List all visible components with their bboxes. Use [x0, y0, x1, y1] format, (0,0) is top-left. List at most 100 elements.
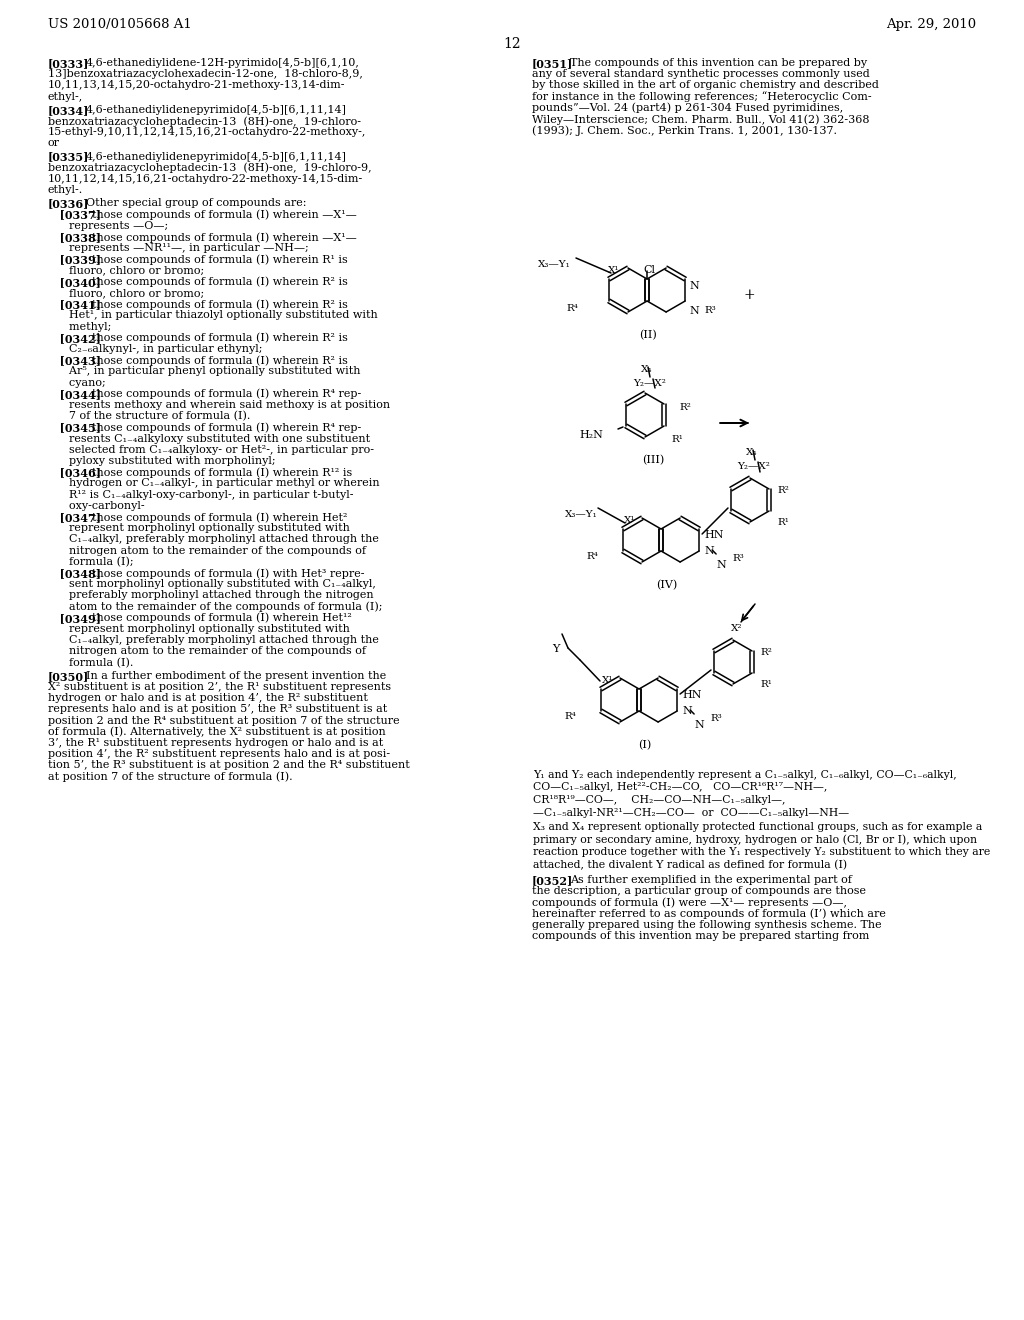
Text: selected from C₁₋₄alkyloxy- or Het²-, in particular pro-: selected from C₁₋₄alkyloxy- or Het²-, in… [48, 445, 374, 455]
Text: N: N [694, 719, 703, 730]
Text: benzoxatriazacycloheptadecin-13  (8H)-one,  19-chloro-: benzoxatriazacycloheptadecin-13 (8H)-one… [48, 116, 361, 127]
Text: Het¹, in particular thiazolyl optionally substituted with: Het¹, in particular thiazolyl optionally… [48, 310, 378, 321]
Text: (III): (III) [642, 455, 665, 466]
Text: 10,11,13,14,15,20-octahydro-21-methoxy-13,14-dim-: 10,11,13,14,15,20-octahydro-21-methoxy-1… [48, 81, 345, 90]
Text: or: or [48, 139, 60, 148]
Text: [0341]: [0341] [48, 300, 101, 310]
Text: preferably morpholinyl attached through the nitrogen: preferably morpholinyl attached through … [48, 590, 374, 601]
Text: attached, the divalent Y radical as defined for formula (I): attached, the divalent Y radical as defi… [534, 859, 847, 870]
Text: generally prepared using the following synthesis scheme. The: generally prepared using the following s… [532, 920, 882, 929]
Text: those compounds of formula (I) wherein —X¹—: those compounds of formula (I) wherein —… [92, 232, 356, 243]
Text: CO—C₁₋₅alkyl, Het²²-CH₂—CO,   CO—CR¹⁶R¹⁷—NH—,: CO—C₁₋₅alkyl, Het²²-CH₂—CO, CO—CR¹⁶R¹⁷—N… [534, 783, 827, 792]
Text: sent morpholinyl optionally substituted with C₁₋₄alkyl,: sent morpholinyl optionally substituted … [48, 579, 376, 589]
Text: the description, a particular group of compounds are those: the description, a particular group of c… [532, 886, 866, 896]
Text: Other special group of compounds are:: Other special group of compounds are: [86, 198, 306, 209]
Text: 4,6-ethanediylidenepyrimido[4,5-b][6,1,11,14]: 4,6-ethanediylidenepyrimido[4,5-b][6,1,1… [86, 152, 347, 161]
Text: of formula (I). Alternatively, the X² substituent is at position: of formula (I). Alternatively, the X² su… [48, 727, 386, 738]
Text: reaction produce together with the Y₁ respectively Y₂ substituent to which they : reaction produce together with the Y₁ re… [534, 847, 990, 857]
Text: X²: X² [731, 624, 742, 634]
Text: those compounds of formula (I) wherein R² is: those compounds of formula (I) wherein R… [92, 277, 348, 288]
Text: (II): (II) [639, 330, 656, 341]
Text: oxy-carbonyl-: oxy-carbonyl- [48, 500, 144, 511]
Text: X₄: X₄ [641, 366, 652, 374]
Text: 4,6-ethanediylidenepyrimido[4,5-b][6,1,11,14]: 4,6-ethanediylidenepyrimido[4,5-b][6,1,1… [86, 104, 347, 115]
Text: hydrogen or halo and is at position 4’, the R² substituent: hydrogen or halo and is at position 4’, … [48, 693, 368, 704]
Text: tion 5’, the R³ substituent is at position 2 and the R⁴ substituent: tion 5’, the R³ substituent is at positi… [48, 760, 410, 771]
Text: HN: HN [705, 531, 724, 540]
Text: R²: R² [760, 648, 772, 657]
Text: those compounds of formula (I) wherein Het²: those compounds of formula (I) wherein H… [92, 512, 347, 523]
Text: H₂N: H₂N [580, 430, 603, 440]
Text: 12: 12 [503, 37, 521, 51]
Text: cyano;: cyano; [48, 378, 105, 388]
Text: atom to the remainder of the compounds of formula (I);: atom to the remainder of the compounds o… [48, 602, 383, 612]
Text: ethyl-,: ethyl-, [48, 91, 83, 102]
Text: 4,6-ethanediylidene-12H-pyrimido[4,5-b][6,1,10,: 4,6-ethanediylidene-12H-pyrimido[4,5-b][… [86, 58, 359, 69]
Text: hereinafter referred to as compounds of formula (I’) which are: hereinafter referred to as compounds of … [532, 908, 886, 919]
Text: hydrogen or C₁₋₄alkyl-, in particular methyl or wherein: hydrogen or C₁₋₄alkyl-, in particular me… [48, 478, 380, 488]
Text: (1993); J. Chem. Soc., Perkin Trans. 1, 2001, 130-137.: (1993); J. Chem. Soc., Perkin Trans. 1, … [532, 125, 837, 136]
Text: X¹: X¹ [602, 676, 613, 685]
Text: (I): (I) [638, 741, 651, 750]
Text: [0352]: [0352] [532, 875, 573, 886]
Text: R¹² is C₁₋₄alkyl-oxy-carbonyl-, in particular t-butyl-: R¹² is C₁₋₄alkyl-oxy-carbonyl-, in parti… [48, 490, 353, 499]
Text: [0333]: [0333] [48, 58, 89, 69]
Text: ethyl-.: ethyl-. [48, 185, 83, 195]
Text: +: + [743, 288, 755, 302]
Text: benzoxatriazacycloheptadecin-13  (8H)-one,  19-chloro-9,: benzoxatriazacycloheptadecin-13 (8H)-one… [48, 162, 372, 173]
Text: fluoro, chloro or bromo;: fluoro, chloro or bromo; [48, 288, 204, 298]
Text: R³: R³ [732, 554, 743, 564]
Text: R³: R³ [710, 714, 722, 723]
Text: R¹: R¹ [671, 436, 683, 444]
Text: primary or secondary amine, hydroxy, hydrogen or halo (Cl, Br or I), which upon: primary or secondary amine, hydroxy, hyd… [534, 834, 977, 845]
Text: [0344]: [0344] [48, 389, 101, 400]
Text: CR¹⁸R¹⁹—CO—,    CH₂—CO—NH—C₁₋₅alkyl—,: CR¹⁸R¹⁹—CO—, CH₂—CO—NH—C₁₋₅alkyl—, [534, 795, 785, 805]
Text: pyloxy substituted with morpholinyl;: pyloxy substituted with morpholinyl; [48, 455, 275, 466]
Text: R²: R² [679, 403, 691, 412]
Text: [0348]: [0348] [48, 568, 101, 579]
Text: R⁴: R⁴ [566, 304, 578, 313]
Text: 15-ethyl-9,10,11,12,14,15,16,21-octahydro-22-methoxy-,: 15-ethyl-9,10,11,12,14,15,16,21-octahydr… [48, 127, 367, 137]
Text: 3’, the R¹ substituent represents hydrogen or halo and is at: 3’, the R¹ substituent represents hydrog… [48, 738, 383, 748]
Text: [0347]: [0347] [48, 512, 101, 523]
Text: R⁴: R⁴ [586, 552, 598, 561]
Text: at position 7 of the structure of formula (I).: at position 7 of the structure of formul… [48, 772, 293, 783]
Text: [0336]: [0336] [48, 198, 89, 210]
Text: R³: R³ [705, 306, 716, 315]
Text: C₁₋₄alkyl, preferably morpholinyl attached through the: C₁₋₄alkyl, preferably morpholinyl attach… [48, 635, 379, 645]
Text: X² substituent is at position 2’, the R¹ substituent represents: X² substituent is at position 2’, the R¹… [48, 682, 391, 692]
Text: represents —NR¹¹—, in particular —NH—;: represents —NR¹¹—, in particular —NH—; [48, 243, 309, 253]
Text: those compounds of formula (I) wherein R² is: those compounds of formula (I) wherein R… [92, 355, 348, 366]
Text: those compounds of formula (I) wherein R⁴ rep-: those compounds of formula (I) wherein R… [92, 422, 361, 433]
Text: Ar⁵, in particular phenyl optionally substituted with: Ar⁵, in particular phenyl optionally sub… [48, 367, 360, 376]
Text: R¹: R¹ [777, 517, 788, 527]
Text: R⁴: R⁴ [564, 711, 575, 721]
Text: represent morpholinyl optionally substituted with: represent morpholinyl optionally substit… [48, 624, 350, 634]
Text: N: N [705, 546, 714, 556]
Text: R¹: R¹ [760, 680, 772, 689]
Text: Apr. 29, 2010: Apr. 29, 2010 [886, 18, 976, 30]
Text: 10,11,12,14,15,16,21-octahydro-22-methoxy-14,15-dim-: 10,11,12,14,15,16,21-octahydro-22-methox… [48, 174, 364, 183]
Text: those compounds of formula (I) with Het³ repre-: those compounds of formula (I) with Het³… [92, 568, 365, 578]
Text: position 2 and the R⁴ substituent at position 7 of the structure: position 2 and the R⁴ substituent at pos… [48, 715, 399, 726]
Text: [0346]: [0346] [48, 467, 101, 478]
Text: In a further embodiment of the present invention the: In a further embodiment of the present i… [86, 671, 386, 681]
Text: X¹: X¹ [624, 516, 636, 525]
Text: by those skilled in the art of organic chemistry and described: by those skilled in the art of organic c… [532, 81, 879, 90]
Text: [0334]: [0334] [48, 104, 89, 116]
Text: represents halo and is at position 5’, the R³ substituent is at: represents halo and is at position 5’, t… [48, 705, 387, 714]
Text: N: N [689, 281, 698, 290]
Text: N: N [682, 706, 692, 715]
Text: those compounds of formula (I) wherein R¹ is: those compounds of formula (I) wherein R… [92, 255, 348, 265]
Text: —C₁₋₅alkyl-NR²¹—CH₂—CO—  or  CO——C₁₋₅alkyl—NH—: —C₁₋₅alkyl-NR²¹—CH₂—CO— or CO——C₁₋₅alkyl… [534, 808, 849, 817]
Text: Y₁ and Y₂ each independently represent a C₁₋₅alkyl, C₁₋₆alkyl, CO—C₁₋₆alkyl,: Y₁ and Y₂ each independently represent a… [534, 770, 956, 780]
Text: Y₂—X²: Y₂—X² [737, 462, 770, 471]
Text: [0350]: [0350] [48, 671, 89, 682]
Text: any of several standard synthetic processes commonly used: any of several standard synthetic proces… [532, 69, 869, 79]
Text: X¹: X¹ [608, 267, 620, 275]
Text: Y₂—X²: Y₂—X² [634, 379, 667, 388]
Text: [0343]: [0343] [48, 355, 101, 366]
Text: [0337]: [0337] [48, 210, 101, 220]
Text: The compounds of this invention can be prepared by: The compounds of this invention can be p… [570, 58, 867, 69]
Text: X₃—Y₁: X₃—Y₁ [565, 510, 598, 519]
